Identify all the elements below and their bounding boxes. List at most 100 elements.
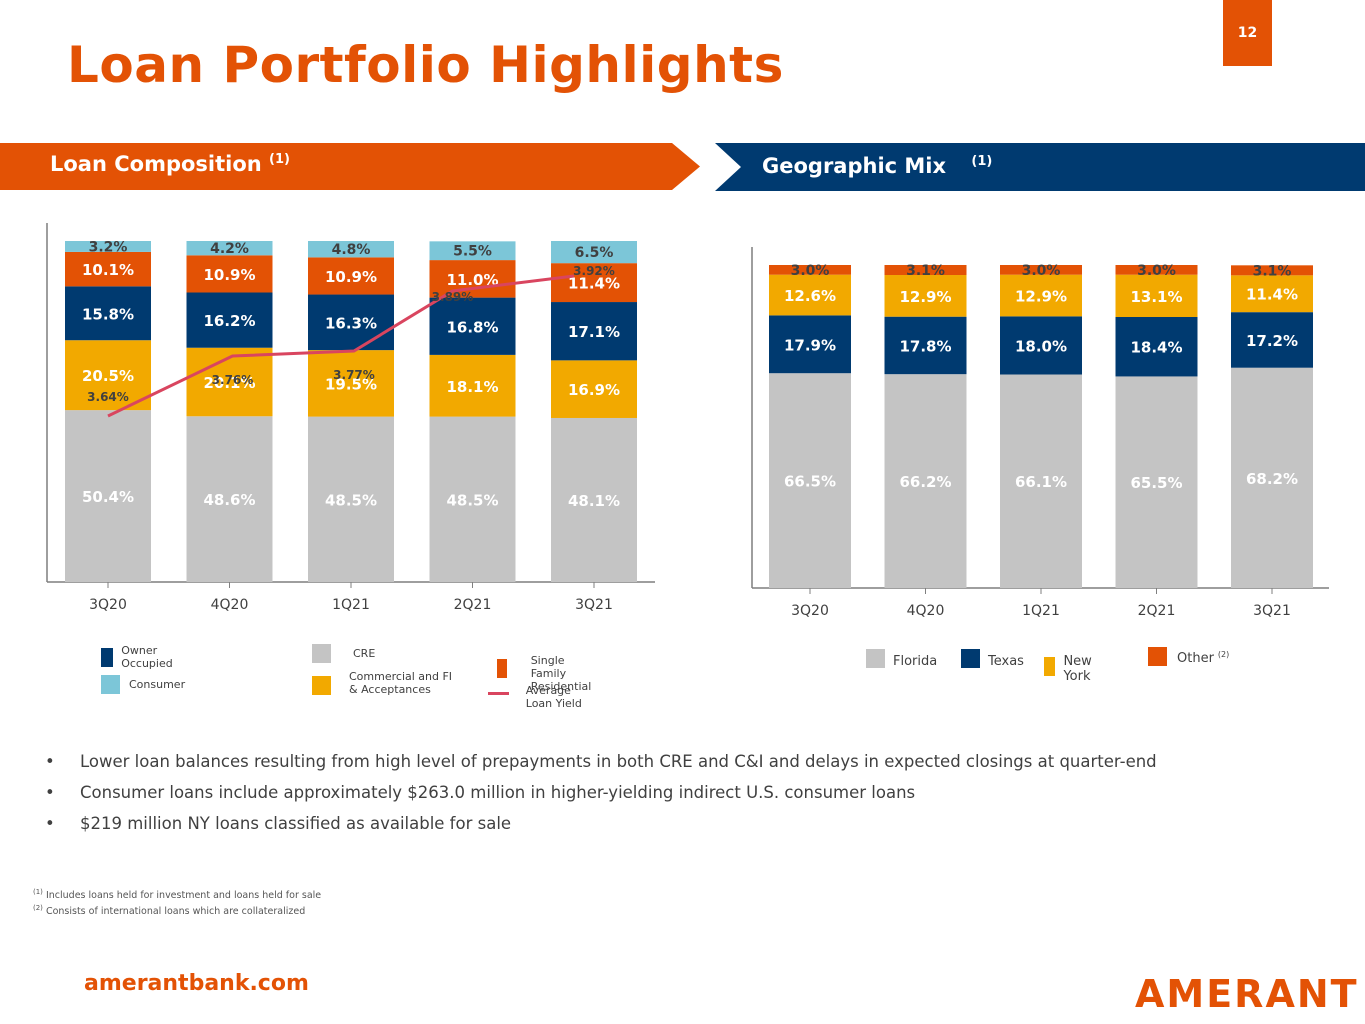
- data-label-new-york: 11.4%: [1246, 286, 1298, 304]
- data-label-other: 3.0%: [1022, 263, 1061, 279]
- bar-segment-florida: [884, 374, 967, 588]
- bar-segment-new-york: [1000, 274, 1082, 317]
- section-title-text: Geographic Mix: [762, 154, 947, 178]
- geographic-mix-title: Geographic Mix (1): [762, 154, 992, 178]
- legend-item-single-family-residential: Single Family Residential: [497, 644, 601, 693]
- x-tick-label: 2Q21: [1138, 603, 1176, 619]
- x-tick-label: 3Q21: [1253, 603, 1291, 619]
- bar-segment-consumer: [308, 241, 394, 258]
- yield-label: 3.77%: [333, 368, 375, 382]
- footnote-ref: (1): [269, 152, 290, 167]
- footnote-1: (1) Includes loans held for investment a…: [33, 886, 321, 902]
- legend-label: Florida: [893, 654, 938, 669]
- legend-swatch: [1148, 647, 1167, 666]
- data-label-cre: 50.4%: [82, 488, 134, 506]
- data-label-commercial-and-fi-acceptances: 19.5%: [325, 375, 377, 393]
- bar-segment-single-family-residential: [308, 257, 394, 295]
- bar-segment-consumer: [186, 241, 273, 256]
- geographic-mix-chart: 66.5% 17.9% 12.6% 3.0% 3Q20 66.2% 17.8% 12.9% 3.…: [751, 247, 1329, 619]
- legend-swatch: [312, 675, 331, 695]
- legend-item-other: Other (2): [1148, 647, 1229, 666]
- bar-segment-new-york: [769, 274, 851, 316]
- bar-segment-commercial-and-fi-acceptances: [429, 354, 516, 417]
- data-label-texas: 18.4%: [1130, 339, 1182, 357]
- yield-label: 3.89%: [432, 290, 474, 304]
- bar-segment-cre: [65, 410, 151, 582]
- yield-label: 3.76%: [212, 373, 254, 387]
- bar-segment-owner-occupied: [65, 286, 151, 341]
- x-tick-label: 2Q21: [454, 597, 492, 613]
- bar-segment-new-york: [884, 275, 967, 317]
- bullet-dot: •: [45, 752, 55, 771]
- data-label-owner-occupied: 16.8%: [446, 318, 498, 336]
- legend-label: Single Family Residential: [530, 654, 592, 693]
- bar-segment-florida: [1000, 374, 1082, 588]
- data-label-single-family-residential: 10.9%: [203, 266, 255, 284]
- legend-label: Owner Occupied: [121, 644, 173, 670]
- bar-segment-other: [1115, 265, 1198, 275]
- data-label-florida: 66.5%: [784, 473, 836, 491]
- bar-segment-single-family-residential: [186, 255, 273, 293]
- bar-segment-owner-occupied: [186, 292, 273, 348]
- bar-segment-single-family-residential: [429, 260, 516, 298]
- bar-segment-commercial-and-fi-acceptances: [65, 340, 151, 411]
- legend-swatch: [101, 647, 114, 667]
- x-tick-label: 1Q21: [1022, 603, 1060, 619]
- data-label-single-family-residential: 11.4%: [568, 275, 620, 293]
- bar-segment-owner-occupied: [551, 302, 637, 361]
- x-tick-label: 4Q20: [907, 603, 945, 619]
- data-label-commercial-and-fi-acceptances: 20.1%: [203, 374, 255, 392]
- legend-item-new-york: New York: [1044, 648, 1099, 684]
- legend-swatch: [866, 649, 885, 668]
- legend-item-commercial-fi: Commercial and FI & Acceptances: [312, 670, 459, 696]
- bar-segment-texas: [884, 316, 967, 375]
- data-label-new-york: 12.9%: [1015, 288, 1067, 306]
- bullet-dot: •: [45, 783, 55, 802]
- section-title-text: Loan Composition: [50, 152, 262, 176]
- loan-composition-banner: Loan Composition (1): [0, 143, 700, 190]
- bar-segment-florida: [769, 373, 851, 588]
- amerant-logo: AMERANT: [1135, 972, 1359, 1016]
- footnote-ref: (1): [971, 154, 993, 169]
- legend-swatch: [1044, 656, 1056, 676]
- bar-segment-owner-occupied: [429, 297, 516, 355]
- data-label-florida: 65.5%: [1130, 474, 1182, 492]
- footnote-ref: (2): [33, 904, 43, 913]
- legend-label: Consumer: [129, 678, 186, 691]
- bar-segment-cre: [308, 416, 394, 582]
- bar-segment-consumer: [429, 241, 516, 261]
- legend-swatch: [961, 649, 980, 668]
- legend-label: Other: [1177, 651, 1214, 666]
- bar-segment-cre: [551, 417, 637, 582]
- footnote-text: Consists of international loans which ar…: [45, 906, 306, 918]
- bar-segment-consumer: [551, 241, 637, 264]
- data-label-single-family-residential: 10.9%: [325, 268, 377, 286]
- data-label-texas: 17.9%: [784, 336, 836, 354]
- data-label-owner-occupied: 16.2%: [203, 312, 255, 330]
- banner-chevron-shape: [715, 143, 1365, 191]
- bar-segment-new-york: [1231, 275, 1313, 313]
- bar-segment-texas: [1115, 317, 1198, 377]
- x-tick-label: 4Q20: [211, 597, 249, 613]
- data-label-cre: 48.1%: [568, 492, 620, 510]
- data-label-texas: 18.0%: [1015, 337, 1067, 355]
- data-label-consumer: 5.5%: [453, 244, 492, 260]
- bar-segment-texas: [1000, 316, 1082, 375]
- data-label-consumer: 4.2%: [210, 241, 249, 257]
- legend-label: Average Loan Yield: [525, 684, 582, 710]
- data-label-cre: 48.5%: [446, 491, 498, 509]
- banner-arrow-shape: [0, 143, 700, 190]
- data-label-owner-occupied: 16.3%: [325, 314, 377, 332]
- data-label-consumer: 6.5%: [575, 245, 614, 261]
- bar-segment-other: [769, 265, 851, 275]
- website-link[interactable]: amerantbank.com: [84, 971, 309, 996]
- yield-label: 3.64%: [87, 390, 129, 404]
- page-title: Loan Portfolio Highlights: [67, 36, 784, 94]
- bar-segment-commercial-and-fi-acceptances: [308, 350, 394, 417]
- footnote-2: (2) Consists of international loans whic…: [33, 902, 321, 918]
- data-label-single-family-residential: 10.1%: [82, 261, 134, 279]
- data-label-owner-occupied: 17.1%: [568, 323, 620, 341]
- x-tick-label: 1Q21: [332, 597, 370, 613]
- data-label-consumer: 4.8%: [332, 242, 371, 258]
- bullet-dot: •: [45, 814, 55, 833]
